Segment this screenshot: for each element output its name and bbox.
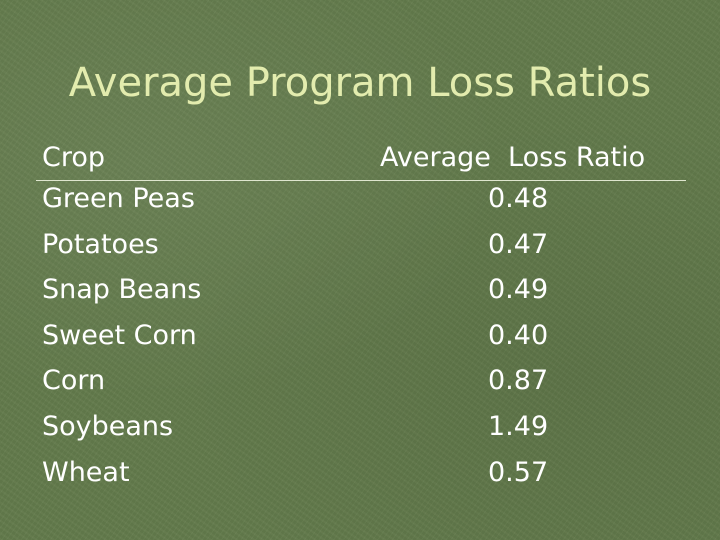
- loss-ratio-value: 0.47: [488, 228, 549, 260]
- loss-ratio-value: 0.48: [488, 183, 549, 214]
- table-row: Sweet Corn 0.40: [36, 318, 686, 364]
- loss-ratio-value: 0.57: [488, 456, 549, 488]
- table-row: Green Peas 0.48: [36, 181, 686, 227]
- crop-name: Snap Beans: [42, 274, 202, 306]
- loss-ratio-column-header: Average Loss Ratio: [380, 142, 646, 173]
- slide-title: Average Program Loss Ratios: [68, 60, 652, 106]
- table-row: Snap Beans 0.49: [36, 272, 686, 318]
- loss-ratio-value: 0.49: [488, 274, 549, 306]
- table-header-row: Crop Average Loss Ratio: [36, 138, 686, 181]
- loss-ratio-table: Crop Average Loss Ratio Green Peas 0.48 …: [36, 138, 686, 500]
- crop-name: Green Peas: [42, 183, 195, 214]
- crop-name: Potatoes: [42, 228, 159, 260]
- crop-name: Soybeans: [42, 410, 174, 442]
- loss-ratio-value: 0.87: [488, 365, 549, 397]
- table-row: Soybeans 1.49: [36, 409, 686, 455]
- table-row: Wheat 0.57: [36, 455, 686, 501]
- table-row: Corn 0.87: [36, 363, 686, 409]
- loss-ratio-value: 0.40: [488, 319, 549, 351]
- table-row: Potatoes 0.47: [36, 227, 686, 273]
- loss-ratio-value: 1.49: [488, 410, 549, 442]
- crop-column-header: Crop: [42, 142, 106, 173]
- crop-name: Sweet Corn: [42, 319, 197, 351]
- crop-name: Wheat: [42, 456, 130, 488]
- crop-name: Corn: [42, 365, 106, 397]
